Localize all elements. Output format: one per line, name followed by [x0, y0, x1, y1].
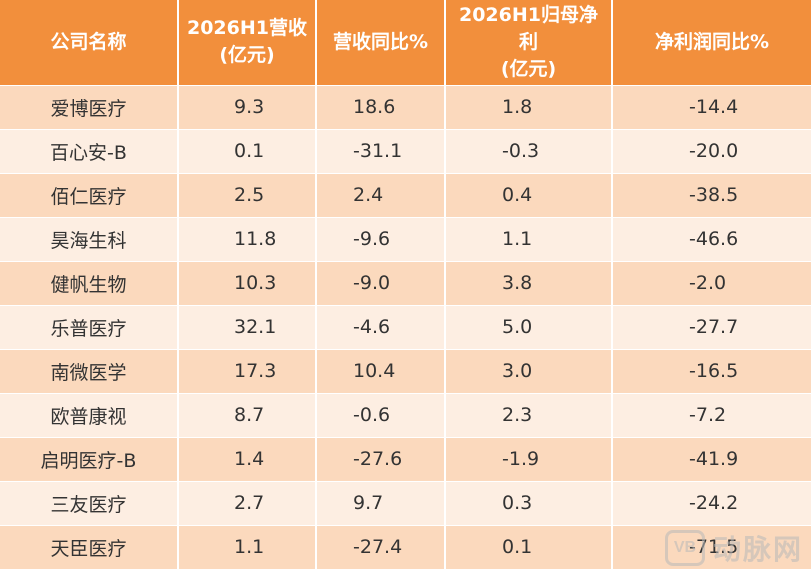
net-profit-yoy-cell: -2.0: [611, 260, 811, 305]
net-profit-yoy-cell: -20.0: [611, 128, 811, 173]
table-row: 三友医疗 2.7 9.7 0.3 -24.2: [0, 480, 811, 525]
revenue-yoy-cell: -31.1: [315, 128, 445, 173]
net-profit-yoy-cell: -7.2: [611, 392, 811, 437]
company-name-cell: 天臣医疗: [0, 524, 178, 569]
net-profit-cell: 1.1: [444, 216, 612, 261]
net-profit-cell: 2.3: [444, 392, 612, 437]
net-profit-cell: -1.9: [444, 436, 612, 481]
revenue-yoy-cell: -0.6: [315, 392, 445, 437]
watermark: VB 动脉网: [664, 528, 803, 568]
company-name-cell: 健帆生物: [0, 260, 178, 305]
revenue-yoy-cell: 9.7: [315, 480, 445, 525]
revenue-cell: 17.3: [177, 348, 316, 393]
table-row: 百心安-B 0.1 -31.1 -0.3 -20.0: [0, 128, 811, 173]
company-name-cell: 启明医疗-B: [0, 436, 178, 481]
table-row: 天臣医疗 1.1 -27.4 0.1 -71.5: [0, 524, 811, 569]
revenue-cell: 2.5: [177, 172, 316, 217]
net-profit-yoy-cell: -16.5: [611, 348, 811, 393]
table-row: 昊海生科 11.8 -9.6 1.1 -46.6: [0, 216, 811, 261]
header-revenue-yoy: 营收同比%: [315, 0, 445, 85]
header-revenue: 2026H1营收 (亿元): [177, 0, 316, 85]
company-name-cell: 百心安-B: [0, 128, 178, 173]
watermark-text: 动脉网: [712, 533, 803, 566]
revenue-cell: 10.3: [177, 260, 316, 305]
net-profit-yoy-cell: -24.2: [611, 480, 811, 525]
revenue-yoy-cell: -9.6: [315, 216, 445, 261]
revenue-yoy-cell: 18.6: [315, 84, 445, 129]
company-name-cell: 三友医疗: [0, 480, 178, 525]
revenue-yoy-cell: 10.4: [315, 348, 445, 393]
revenue-yoy-cell: -27.6: [315, 436, 445, 481]
company-name-cell: 欧普康视: [0, 392, 178, 437]
table-row: 佰仁医疗 2.5 2.4 0.4 -38.5: [0, 172, 811, 217]
revenue-cell: 11.8: [177, 216, 316, 261]
net-profit-yoy-cell: -38.5: [611, 172, 811, 217]
table-body: 爱博医疗 9.3 18.6 1.8 -14.4 百心安-B 0.1 -31.1 -0.3 -20.…: [0, 84, 811, 569]
header-net-profit: 2026H1归母净利 (亿元): [444, 0, 612, 85]
net-profit-yoy-cell: -14.4: [611, 84, 811, 129]
company-name-cell: 乐普医疗: [0, 304, 178, 349]
net-profit-cell: 5.0: [444, 304, 612, 349]
table-row: 乐普医疗 32.1 -4.6 5.0 -27.7: [0, 304, 811, 349]
net-profit-yoy-cell: -71.5: [611, 524, 811, 569]
company-name-cell: 南微医学: [0, 348, 178, 393]
revenue-cell: 1.4: [177, 436, 316, 481]
revenue-cell: 8.7: [177, 392, 316, 437]
company-name-cell: 爱博医疗: [0, 84, 178, 129]
revenue-yoy-cell: -9.0: [315, 260, 445, 305]
table-row: 欧普康视 8.7 -0.6 2.3 -7.2: [0, 392, 811, 437]
revenue-cell: 32.1: [177, 304, 316, 349]
header-row: 公司名称 2026H1营收 (亿元) 营收同比% 2026H1归母净利 (亿元) 净…: [0, 0, 811, 85]
net-profit-cell: 0.4: [444, 172, 612, 217]
table-row: 健帆生物 10.3 -9.0 3.8 -2.0: [0, 260, 811, 305]
net-profit-cell: 0.3: [444, 480, 612, 525]
revenue-yoy-cell: -27.4: [315, 524, 445, 569]
net-profit-cell: -0.3: [444, 128, 612, 173]
watermark-logo-icon: VB: [664, 530, 705, 566]
net-profit-cell: 1.8: [444, 84, 612, 129]
revenue-yoy-cell: -4.6: [315, 304, 445, 349]
header-company-name: 公司名称: [0, 0, 178, 85]
company-name-cell: 佰仁医疗: [0, 172, 178, 217]
table-row: 爱博医疗 9.3 18.6 1.8 -14.4: [0, 84, 811, 129]
net-profit-yoy-cell: -41.9: [611, 436, 811, 481]
revenue-cell: 2.7: [177, 480, 316, 525]
net-profit-yoy-cell: -27.7: [611, 304, 811, 349]
table-row: 南微医学 17.3 10.4 3.0 -16.5: [0, 348, 811, 393]
net-profit-cell: 0.1: [444, 524, 612, 569]
net-profit-cell: 3.0: [444, 348, 612, 393]
revenue-yoy-cell: 2.4: [315, 172, 445, 217]
company-name-cell: 昊海生科: [0, 216, 178, 261]
net-profit-yoy-cell: -46.6: [611, 216, 811, 261]
revenue-cell: 1.1: [177, 524, 316, 569]
net-profit-cell: 3.8: [444, 260, 612, 305]
revenue-cell: 9.3: [177, 84, 316, 129]
header-net-profit-yoy: 净利润同比%: [611, 0, 811, 85]
revenue-cell: 0.1: [177, 128, 316, 173]
table-row: 启明医疗-B 1.4 -27.6 -1.9 -41.9: [0, 436, 811, 481]
